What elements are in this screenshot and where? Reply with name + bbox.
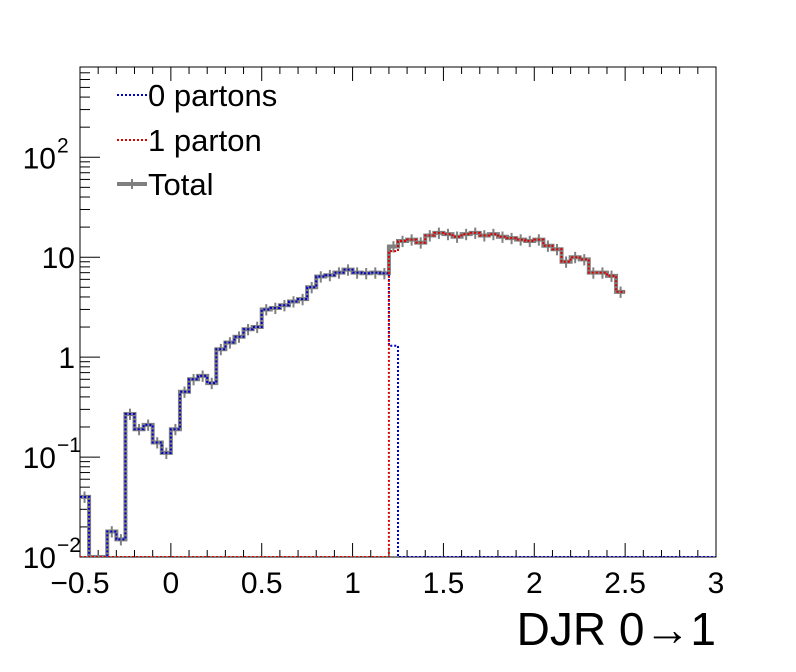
x-tick-label: 1.5: [423, 567, 465, 600]
plot-frame: [79, 66, 717, 558]
series-total: [80, 227, 626, 557]
x-tick-label: 2: [526, 567, 543, 600]
series-0-partons: [80, 268, 716, 557]
series-line: [80, 230, 626, 557]
y-tick-exponent: −1: [57, 434, 81, 457]
x-tick-label: 2.5: [604, 567, 646, 600]
x-tick-label: 3: [708, 567, 725, 600]
series-line: [80, 231, 626, 557]
x-tick-label: −0.5: [50, 567, 109, 600]
x-tick-label: 0.5: [241, 567, 283, 600]
legend-label: Total: [148, 167, 213, 202]
x-axis-title: DJR 0→1: [517, 603, 716, 655]
series-1-parton: [80, 231, 626, 557]
legend-label: 0 partons: [148, 78, 277, 113]
y-tick-label: 10: [42, 242, 75, 275]
y-tick-label: 10: [23, 442, 56, 475]
y-tick-exponent: −2: [57, 534, 81, 557]
axis-ticks: [79, 66, 717, 558]
legend-label: 1 parton: [148, 123, 262, 158]
series-line: [80, 268, 716, 557]
series-layer: [80, 227, 716, 557]
y-tick-exponent: 2: [57, 134, 69, 157]
plot-area: [79, 66, 717, 558]
y-tick-label: 10: [23, 142, 56, 175]
x-tick-labels: −0.5 0 0.5 1 1.5 2 2.5 3: [50, 567, 724, 600]
x-tick-label: 1: [344, 567, 361, 600]
y-tick-label: 10: [23, 542, 56, 575]
y-tick-label: 1: [58, 342, 75, 375]
x-tick-label: 0: [163, 567, 180, 600]
legend: 0 partons 1 parton Total: [117, 78, 277, 202]
